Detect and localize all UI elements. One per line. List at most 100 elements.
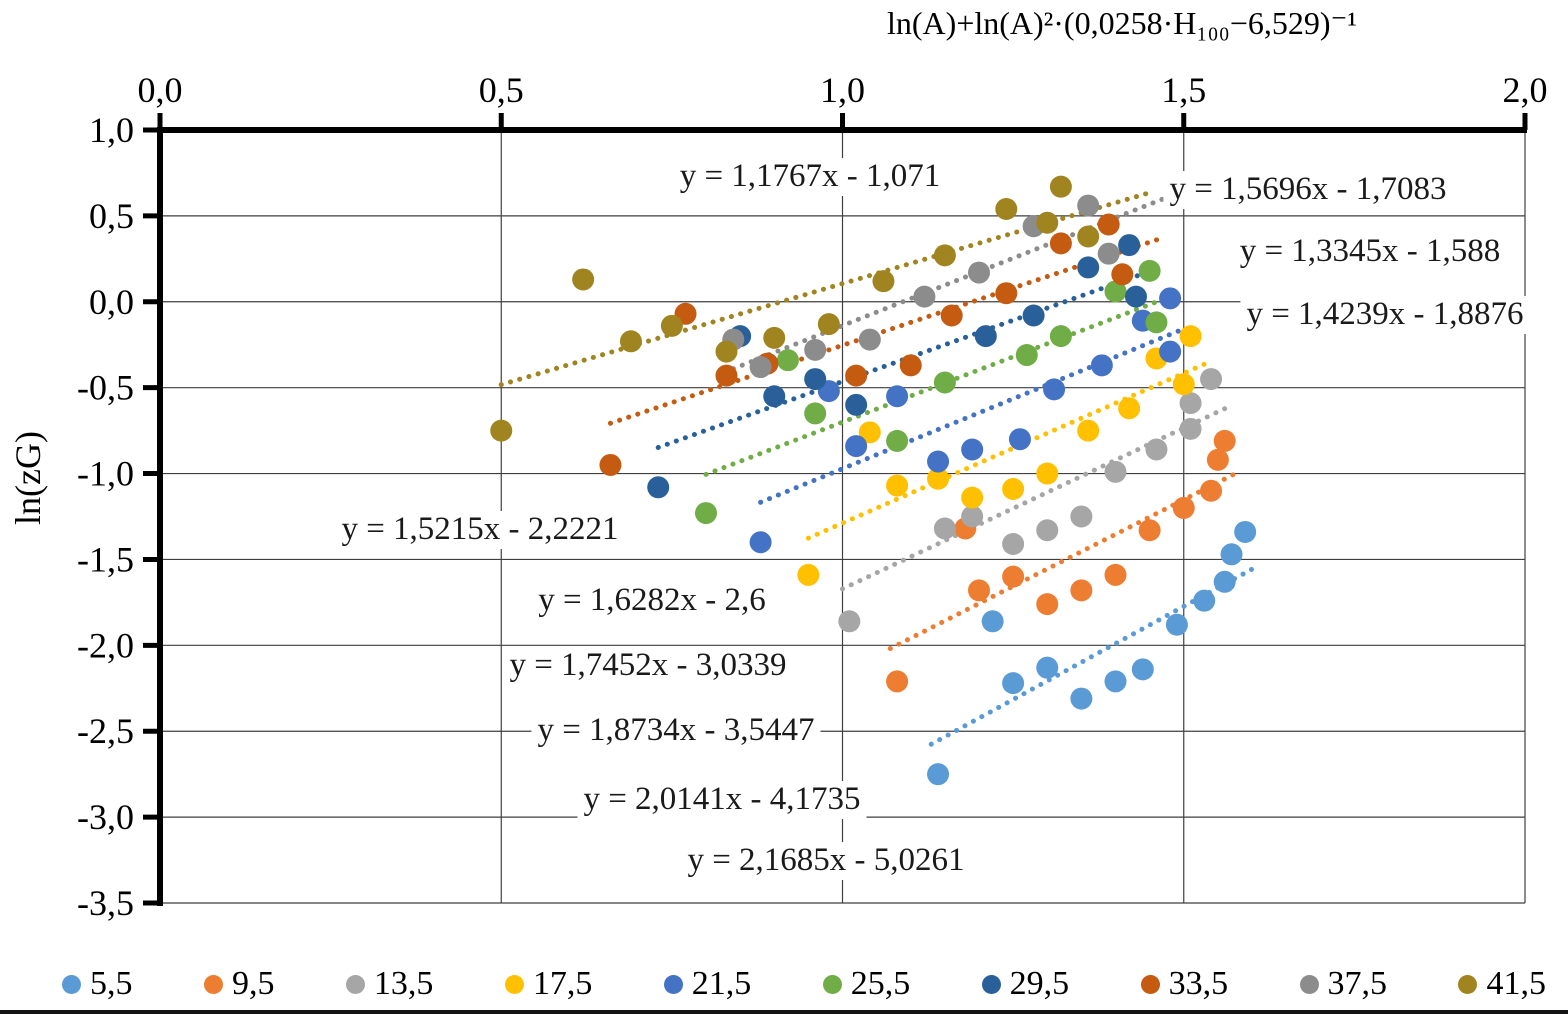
chart-legend: 5,5 9,5 13,5 17,5 21,5 25,5 29,5 33,5 37,5 41,5 xyxy=(62,960,1546,1008)
trendline-41-5 xyxy=(498,190,1153,388)
legend-label: 25,5 xyxy=(850,965,911,1002)
data-point-33-5 xyxy=(899,354,922,377)
data-point-13-5 xyxy=(1002,532,1025,555)
data-point-29-5 xyxy=(1118,234,1141,257)
data-point-41-5 xyxy=(715,340,738,363)
x-axis-tick-label: 0,0 xyxy=(138,70,183,110)
legend-item-37-5: 37,5 xyxy=(1299,965,1387,1003)
equation-label-29-5: y = 1,4239x - 1,8876 xyxy=(1240,296,1530,334)
data-point-17-5 xyxy=(1179,325,1202,348)
data-point-41-5 xyxy=(995,198,1018,221)
data-point-17-5 xyxy=(1002,478,1025,501)
legend-item-25-5: 25,5 xyxy=(822,965,911,1003)
x-axis-tick-label: 0,5 xyxy=(479,70,524,110)
data-point-21-5 xyxy=(1008,428,1031,451)
legend-marker-icon xyxy=(1299,974,1319,994)
data-point-37-5 xyxy=(968,261,990,284)
legend-item-41-5: 41,5 xyxy=(1458,965,1546,1003)
data-point-5-5 xyxy=(1193,589,1216,612)
data-point-13-5 xyxy=(1070,505,1093,528)
data-point-5-5 xyxy=(1234,520,1257,543)
data-point-25-5 xyxy=(776,349,799,372)
legend-label: 17,5 xyxy=(532,965,593,1002)
legend-item-13-5: 13,5 xyxy=(345,965,433,1003)
y-axis-title: ln(zG) xyxy=(8,431,48,525)
equation-label-41-5: y = 1,1767x - 1,071 xyxy=(673,158,947,196)
data-point-37-5 xyxy=(1077,194,1100,217)
equation-label-17-5: y = 1,7452x - 3,0339 xyxy=(503,647,793,685)
equation-label-33-5: y = 1,3345x - 1,588 xyxy=(1233,233,1507,271)
data-point-29-5 xyxy=(1022,304,1045,327)
data-point-37-5 xyxy=(913,285,936,308)
y-axis-tick-label: -3,0 xyxy=(77,797,134,837)
legend-marker-icon xyxy=(203,974,223,994)
x-axis-tick-label: 1,5 xyxy=(1161,70,1206,110)
data-point-13-5 xyxy=(1200,368,1223,391)
data-point-5-5 xyxy=(1002,672,1025,695)
legend-label: 9,5 xyxy=(231,965,275,1002)
legend-label: 29,5 xyxy=(1009,965,1070,1002)
data-point-9-5 xyxy=(1206,448,1229,471)
data-point-5-5 xyxy=(1131,658,1154,681)
data-point-17-5 xyxy=(1172,373,1195,396)
data-point-25-5 xyxy=(1049,325,1072,348)
legend-item-9-5: 9,5 xyxy=(203,965,275,1003)
y-axis-tick-label: -0,5 xyxy=(77,368,134,408)
data-point-13-5 xyxy=(933,517,956,540)
legend-marker-icon xyxy=(1140,974,1160,994)
y-axis-tick-label: -2,5 xyxy=(77,711,134,751)
data-point-21-5 xyxy=(886,385,909,408)
equation-label-37-5: y = 1,5696x - 1,7083 xyxy=(1163,171,1453,209)
legend-label: 41,5 xyxy=(1486,965,1546,1002)
data-point-21-5 xyxy=(961,438,984,461)
data-point-21-5 xyxy=(1043,378,1066,401)
data-point-25-5 xyxy=(1138,259,1161,282)
data-point-17-5 xyxy=(1036,462,1059,485)
legend-marker-icon xyxy=(822,974,842,994)
data-point-9-5 xyxy=(1036,593,1059,616)
data-point-21-5 xyxy=(1090,354,1113,377)
data-point-13-5 xyxy=(1179,392,1202,415)
legend-marker-icon xyxy=(1458,974,1478,994)
data-point-25-5 xyxy=(804,402,827,425)
data-point-41-5 xyxy=(1077,225,1100,248)
legend-item-5-5: 5,5 xyxy=(62,965,133,1003)
data-point-9-5 xyxy=(886,670,909,693)
data-point-5-5 xyxy=(981,610,1004,633)
legend-label: 21,5 xyxy=(691,965,752,1002)
trendline-21-5 xyxy=(758,326,1187,505)
data-point-37-5 xyxy=(858,328,881,351)
legend-item-33-5: 33,5 xyxy=(1140,965,1228,1003)
data-point-17-5 xyxy=(961,486,984,509)
data-point-25-5 xyxy=(1104,280,1127,303)
data-point-17-5 xyxy=(1077,419,1100,442)
data-point-9-5 xyxy=(1070,579,1093,602)
data-point-41-5 xyxy=(572,268,595,291)
data-point-17-5 xyxy=(1118,397,1141,420)
data-point-41-5 xyxy=(1049,175,1072,198)
data-point-37-5 xyxy=(1097,242,1120,265)
y-axis-tick-label: 1,0 xyxy=(89,110,134,150)
data-point-41-5 xyxy=(763,326,786,349)
data-point-25-5 xyxy=(1015,344,1038,367)
data-point-13-5 xyxy=(1145,438,1168,461)
equation-label-5-5: y = 2,1685x - 5,0261 xyxy=(681,842,971,880)
data-point-17-5 xyxy=(858,421,881,444)
data-point-17-5 xyxy=(886,474,909,497)
data-point-5-5 xyxy=(1036,656,1059,679)
data-point-9-5 xyxy=(1213,429,1236,452)
data-point-13-5 xyxy=(1036,519,1059,542)
data-point-33-5 xyxy=(995,282,1018,305)
data-point-33-5 xyxy=(940,304,963,327)
data-point-9-5 xyxy=(1002,565,1025,588)
data-point-29-5 xyxy=(845,393,868,416)
data-point-37-5 xyxy=(749,356,772,379)
y-axis-tick-label: -3,5 xyxy=(77,883,134,923)
legend-marker-icon xyxy=(62,974,81,994)
data-point-41-5 xyxy=(817,313,840,336)
legend-label: 5,5 xyxy=(90,965,133,1002)
data-point-25-5 xyxy=(695,502,717,525)
data-point-9-5 xyxy=(1138,519,1161,542)
data-point-25-5 xyxy=(933,371,956,394)
